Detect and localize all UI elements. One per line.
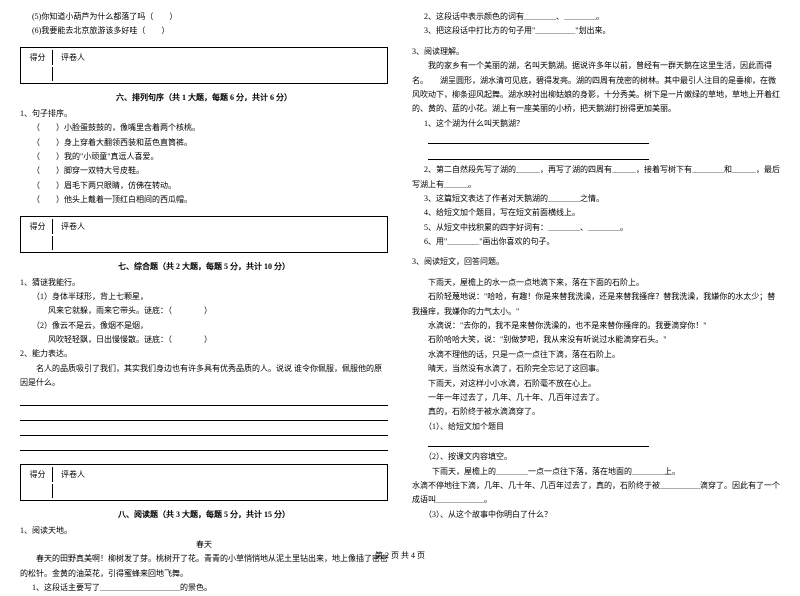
r-sq2b: 水滴不停地往下滴，几年、几十年、几百年过去了，真的，石阶终于被＿＿＿＿＿滴穿了。…: [412, 479, 780, 508]
r-q5: 5、从短文中找积累的四字好词有：＿＿＿＿、＿＿＿＿。: [412, 221, 780, 235]
r-sq3: （3）、从这个故事中你明白了什么？: [412, 508, 780, 522]
sec6-l4: （ ）脚穿一双特大号皮鞋。: [20, 164, 388, 178]
r-q1: 1、这个湖为什么叫天鹅湖？: [412, 117, 780, 131]
sec7-intro: 1、猜谜我能行。: [20, 276, 388, 290]
r-q3: 3、这篇短文表达了作者对天鹅湖的＿＿＿＿之情。: [412, 192, 780, 206]
r-q2: 2、第二自然段先写了湖的＿＿＿，再写了湖的四周有＿＿＿，接着写树下有＿＿＿＿和＿…: [412, 163, 780, 192]
r-l3: 3、把这段话中打比方的句子用"＿＿＿＿＿"划出来。: [412, 24, 780, 38]
question-6: (6)我要能去北京旅游该多好哇（ ）: [20, 24, 388, 38]
section-6-title: 六、排列句序（共 1 大题，每题 6 分，共计 6 分）: [20, 92, 388, 103]
answer-line: [428, 150, 649, 160]
r-p3b: 3、阅读短文，回答问题。: [412, 255, 780, 269]
r-story: 下雨天，屋檐上的水一点一点地滴下来，落在下面的石阶上。 石阶轻蔑地说："哈哈，有…: [412, 276, 780, 420]
score-label: 得分: [23, 50, 53, 65]
sec6-l5: （ ）眉毛下两只眼睛，仿佛在转动。: [20, 179, 388, 193]
writing-lines-7: [20, 391, 388, 456]
answer-line: [428, 437, 649, 447]
score-box-8: 得分评卷人: [20, 464, 388, 501]
sec6-l2: （ ）身上穿着大翻领西装和蓝色直筒裤。: [20, 136, 388, 150]
answer-line: [428, 134, 649, 144]
r-body: 我的家乡有一个美丽的湖，名叫天鹅湖。据说许多年以前，曾经有一群天鹅在这里生活，因…: [412, 59, 780, 117]
question-5: (5)你知道小葫芦为什么都落了吗（ ）: [20, 10, 388, 24]
section-8-title: 八、阅读题（共 3 大题，每题 5 分，共计 15 分）: [20, 509, 388, 520]
sec8-p1: 1、阅读天地。: [20, 524, 388, 538]
r-sq2a: 下雨天，屋檐上的＿＿＿＿一点一点往下落，落在地面的＿＿＿＿上。: [412, 465, 780, 479]
score-box-6: 得分评卷人: [20, 47, 388, 84]
reviewer-label: 评卷人: [55, 50, 91, 65]
r-p3: 3、阅读理解。: [412, 45, 780, 59]
section-7-title: 七、综合题（共 2 大题，每题 5 分，共计 10 分）: [20, 261, 388, 272]
sec7-p2: 2、能力表达。: [20, 347, 388, 361]
sec6-l3: （ ）我的"小顽童"真逗人喜爱。: [20, 150, 388, 164]
r-sq2: （2）、按课文内容填空。: [412, 450, 780, 464]
sec6-l6: （ ）他头上戴着一顶红白相间的西瓜帽。: [20, 193, 388, 207]
sec7-r2b: 风吹轻轻飘，日出慢慢散。谜底：（ ）: [20, 333, 388, 347]
score-box-7: 得分评卷人: [20, 216, 388, 253]
r-q6: 6、用"＿＿＿＿"画出你喜欢的句子。: [412, 235, 780, 249]
sec7-r2: （2）像云不是云，像烟不是烟，: [20, 319, 388, 333]
sec6-l1: （ ）小脸蛋鼓鼓的，像嘴里含着两个核桃。: [20, 121, 388, 135]
sec7-r1: （1）身体半球形，背上七颗星，: [20, 290, 388, 304]
r-l2: 2、这段话中表示颜色的词有＿＿＿＿、＿＿＿＿。: [412, 10, 780, 24]
r-q4: 4、给短文加个题目，写在短文前面横线上。: [412, 206, 780, 220]
r-sq1: （1）、给短文加个题目: [412, 420, 780, 434]
sec7-p2t: 名人的品质吸引了我们，其实我们身边也有许多具有优秀品质的人。说说 谁令你佩服，佩…: [20, 362, 388, 391]
sec7-r1b: 风来它就躲，雨来它带头。谜底：（ ）: [20, 304, 388, 318]
page-footer: 第 2 页 共 4 页: [0, 550, 800, 561]
sec6-intro: 1、句子排序。: [20, 107, 388, 121]
sec8-q1: 1、这段话主要写了＿＿＿＿＿＿＿＿＿＿的景色。: [20, 581, 388, 595]
